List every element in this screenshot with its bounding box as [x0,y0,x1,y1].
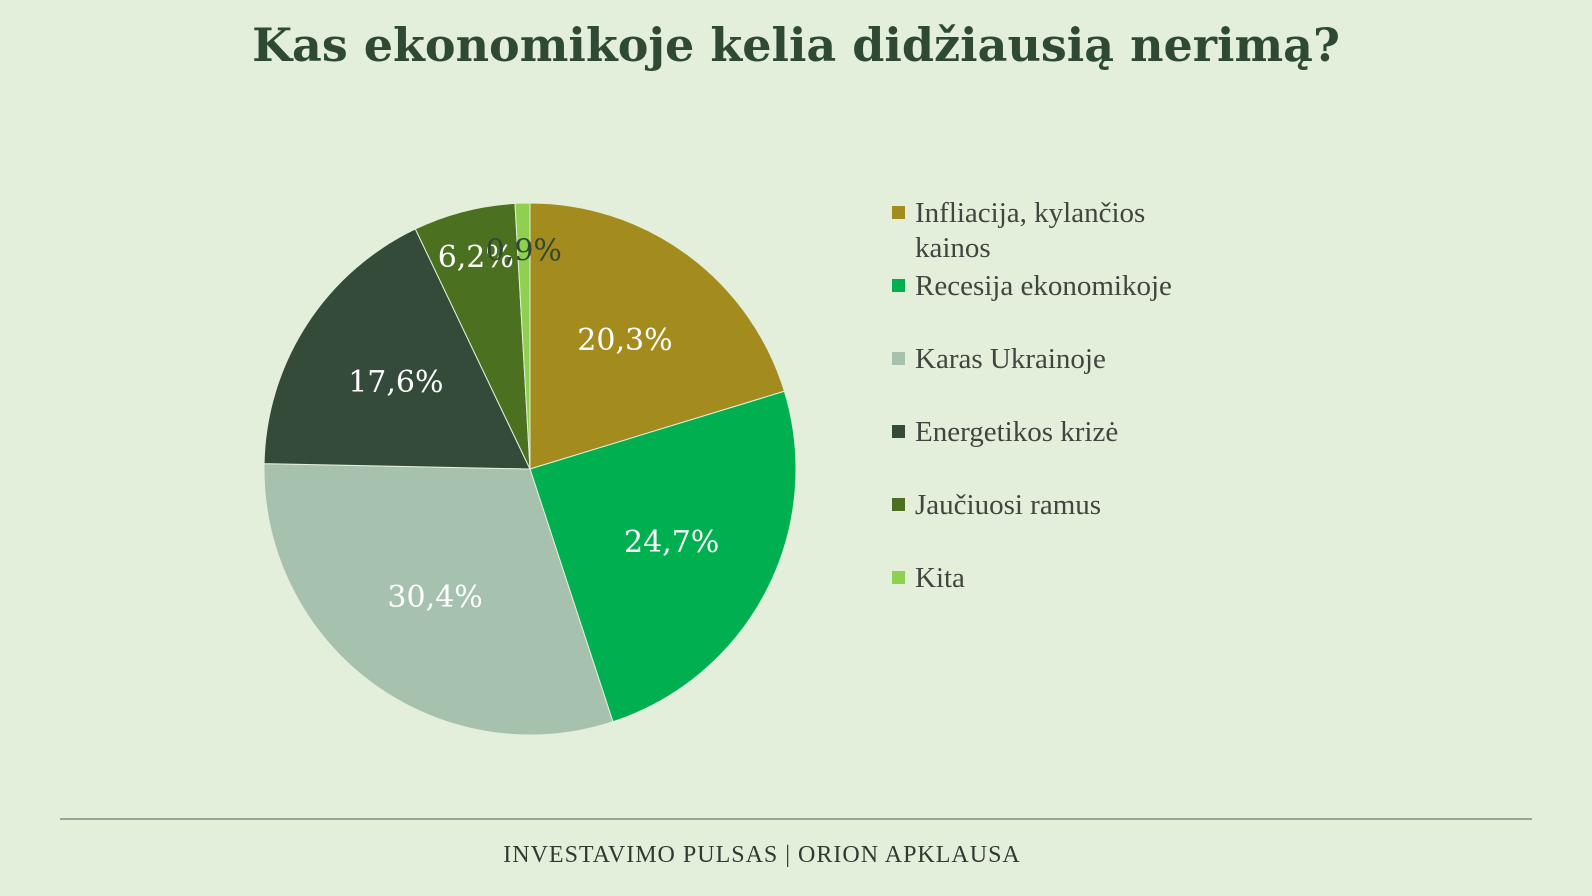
slice-data-label: 6,2% [438,240,514,275]
legend-item: Kita [892,561,1215,596]
legend-label: Kita [915,562,965,594]
legend-item: Jaučiuosi ramus [892,488,1215,523]
legend-label: Jaučiuosi ramus [915,489,1102,521]
legend-label: Recesija ekonomikoje [915,270,1172,302]
pie-slice [514,202,531,470]
legend-item: Infliacija, kylančios kainos [892,196,1215,266]
legend-item: Energetikos krizė [892,415,1215,450]
legend-swatch [892,425,905,438]
pie-slice [263,228,531,470]
legend-swatch [892,498,905,511]
legend-swatch [892,279,905,292]
legend-item: Recesija ekonomikoje [892,269,1215,304]
slice-data-label: 30,4% [387,580,482,615]
legend-swatch [892,571,905,584]
footer-source: INVESTAVIMO PULSAS | ORION APKLAUSA [503,842,1021,868]
slice-data-label: 0,9% [486,233,562,268]
footer-divider [60,818,1532,820]
legend-label: Infliacija, kylančios kainos [915,197,1146,264]
legend-label: Karas Ukrainoje [915,343,1106,375]
pie-slice [529,202,786,470]
legend-swatch [892,352,905,365]
slice-data-label: 17,6% [348,365,443,400]
legend-label: Energetikos krizė [915,416,1119,448]
chart-title: Kas ekonomikoje kelia didžiausią nerimą? [252,18,1340,72]
pie-slice [263,463,614,736]
pie-slice [529,390,797,723]
legend-item: Karas Ukrainoje [892,342,1215,377]
slice-data-label: 20,3% [577,323,672,358]
slice-data-label: 24,7% [624,525,719,560]
legend-swatch [892,206,905,219]
